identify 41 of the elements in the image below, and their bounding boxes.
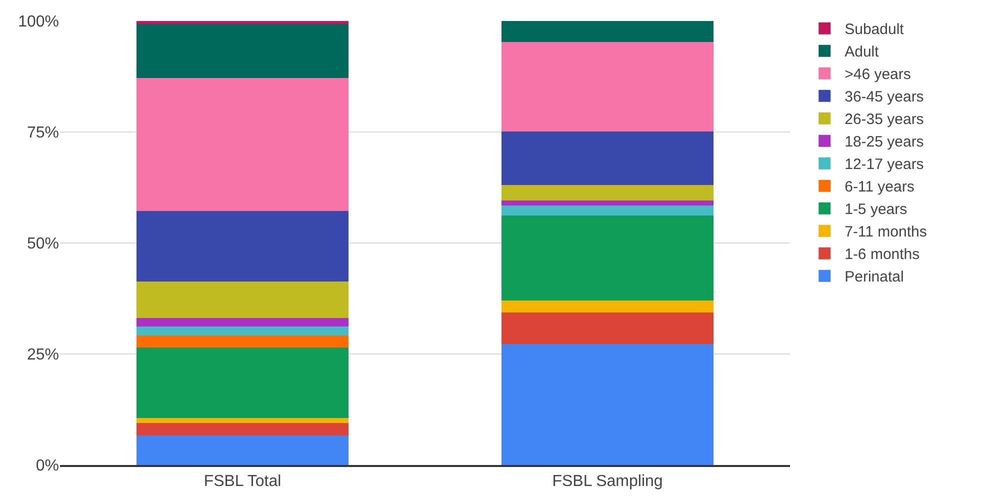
y-tick-label: 50% [26, 236, 59, 253]
bar [136, 335, 348, 348]
bar [502, 42, 714, 132]
x-tick-label: FSBL Sampling [552, 473, 663, 490]
legend-label: 26-35 years [844, 111, 924, 128]
legend-label: 1-5 years [844, 201, 908, 218]
bar [502, 206, 714, 216]
legend-label: 18-25 years [844, 134, 924, 151]
bar [502, 300, 714, 313]
y-tick-label: 75% [26, 124, 59, 142]
bar [502, 200, 714, 206]
bar [502, 132, 714, 185]
bar [136, 418, 348, 423]
y-tick-label: 100% [18, 14, 59, 31]
bar [136, 326, 348, 336]
bar [136, 435, 348, 465]
bar [136, 318, 348, 326]
legend-label: Perinatal [844, 268, 904, 286]
bar [136, 347, 348, 418]
y-tick-label: 0% [36, 458, 59, 475]
bar [502, 184, 714, 200]
legend-label: 7-11 months [844, 224, 927, 241]
legend-label: Adult [844, 44, 880, 61]
bar [136, 211, 348, 282]
legend-label: 12-17 years [844, 156, 924, 174]
bar [136, 24, 348, 78]
bar [136, 21, 348, 24]
legend-label: 1-6 months [844, 246, 920, 264]
x-tick-label: FSBL Total [204, 473, 282, 490]
bar [502, 21, 714, 42]
bar [502, 344, 714, 465]
bar [502, 215, 714, 300]
legend-label: >46 years [844, 66, 911, 84]
legend-label: 6-11 years [844, 178, 914, 196]
bar [502, 312, 714, 344]
legend-label: Subadult [844, 21, 905, 38]
legend-label: 36-45 years [844, 88, 924, 106]
bar [136, 78, 348, 212]
bar [136, 282, 348, 318]
y-tick-label: 25% [26, 346, 59, 364]
bar [136, 422, 348, 436]
